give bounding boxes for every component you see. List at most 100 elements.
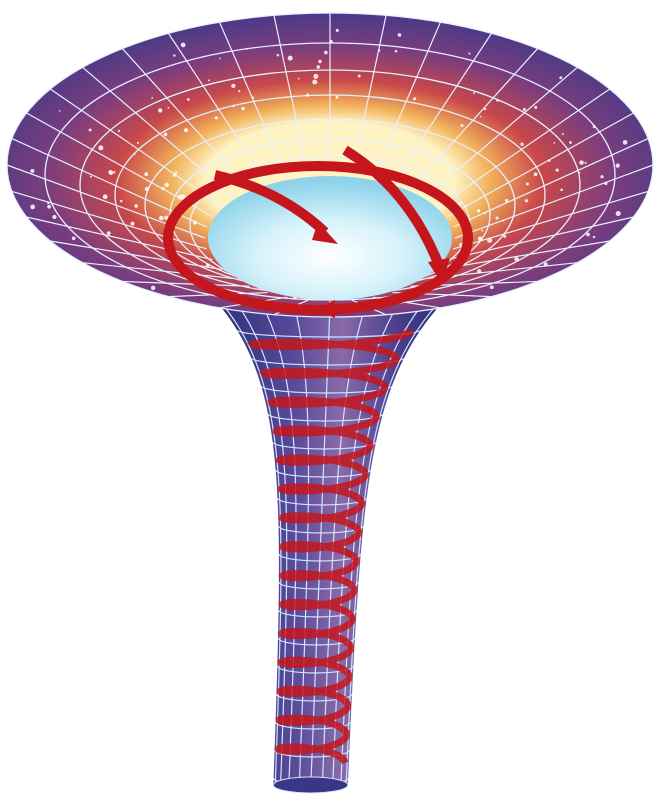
- star: [318, 59, 322, 64]
- star: [173, 54, 176, 57]
- star: [592, 125, 596, 129]
- star: [167, 106, 170, 109]
- star: [312, 79, 318, 85]
- star: [183, 128, 189, 133]
- tube-grid-line: [220, 301, 282, 782]
- star: [151, 96, 154, 99]
- star: [89, 175, 92, 178]
- mouth-grid-spoke: [454, 164, 654, 239]
- mouth-grid-spoke: [452, 138, 649, 228]
- star: [245, 47, 248, 50]
- star: [161, 186, 165, 191]
- star: [397, 33, 402, 37]
- star: [238, 90, 241, 93]
- star: [219, 57, 221, 60]
- star: [30, 204, 36, 210]
- star: [144, 172, 149, 177]
- star: [378, 49, 381, 52]
- star: [487, 237, 493, 243]
- arrow-head: [428, 258, 450, 284]
- star: [480, 115, 482, 118]
- star: [476, 209, 481, 213]
- star: [180, 194, 186, 200]
- star: [176, 191, 179, 194]
- star: [232, 104, 235, 108]
- mouth-grid-spoke: [167, 33, 269, 184]
- star: [335, 28, 339, 33]
- star: [47, 204, 51, 209]
- star: [102, 194, 108, 200]
- star: [144, 186, 150, 192]
- star: [569, 141, 572, 144]
- star: [357, 74, 361, 78]
- star: [192, 220, 197, 225]
- star: [313, 73, 319, 79]
- mouth-grid-spoke: [11, 190, 208, 250]
- star: [306, 93, 310, 97]
- star: [560, 188, 563, 192]
- star: [180, 42, 186, 48]
- star: [524, 199, 529, 203]
- star: [495, 216, 499, 220]
- star: [477, 269, 482, 274]
- star: [158, 108, 163, 113]
- star: [71, 236, 76, 241]
- star: [214, 116, 218, 120]
- star: [464, 205, 468, 208]
- star: [522, 107, 527, 112]
- star: [47, 202, 50, 205]
- star: [394, 49, 398, 53]
- star: [106, 231, 111, 236]
- star: [468, 52, 471, 55]
- arrow-head: [312, 222, 338, 244]
- star: [164, 182, 169, 188]
- star: [316, 65, 321, 69]
- star: [615, 211, 621, 217]
- star: [520, 142, 524, 146]
- star: [287, 55, 293, 61]
- star: [533, 172, 538, 177]
- star: [543, 262, 548, 267]
- star: [481, 229, 484, 232]
- mouth-grid-spoke: [82, 66, 235, 198]
- star: [30, 168, 35, 174]
- star: [473, 92, 475, 95]
- star: [150, 285, 156, 291]
- star: [489, 285, 494, 290]
- star: [324, 50, 328, 55]
- star: [525, 182, 529, 186]
- star: [163, 132, 168, 137]
- star: [276, 53, 280, 57]
- star: [553, 142, 556, 144]
- star: [457, 202, 462, 206]
- mouth-grid-spoke: [49, 88, 223, 207]
- mouth-grid-spoke: [447, 112, 634, 217]
- mouth-grid-spoke: [82, 262, 235, 280]
- star: [483, 107, 487, 111]
- star: [534, 105, 538, 109]
- mouth-grid-spoke: [218, 21, 288, 180]
- star: [113, 171, 116, 174]
- star: [335, 95, 339, 99]
- mouth-grid-spoke: [121, 48, 251, 191]
- red-spiral: [247, 328, 415, 765]
- star: [477, 236, 483, 242]
- star: [460, 124, 464, 128]
- mouth-grid-spoke: [447, 216, 634, 261]
- mouth-grid-spoke: [273, 15, 309, 177]
- star: [174, 171, 178, 174]
- mouth-grid-spoke: [437, 88, 611, 207]
- star: [172, 173, 176, 177]
- star: [187, 98, 190, 101]
- mouth-grid-spoke: [409, 48, 539, 191]
- mouth-grid-spoke: [425, 66, 578, 198]
- mouth-grid-spoke: [391, 33, 493, 184]
- star: [297, 77, 300, 80]
- star: [586, 232, 590, 237]
- tube-end: [272, 776, 349, 794]
- star: [208, 79, 210, 82]
- mouth-grid-spoke: [122, 280, 250, 287]
- star: [578, 171, 581, 174]
